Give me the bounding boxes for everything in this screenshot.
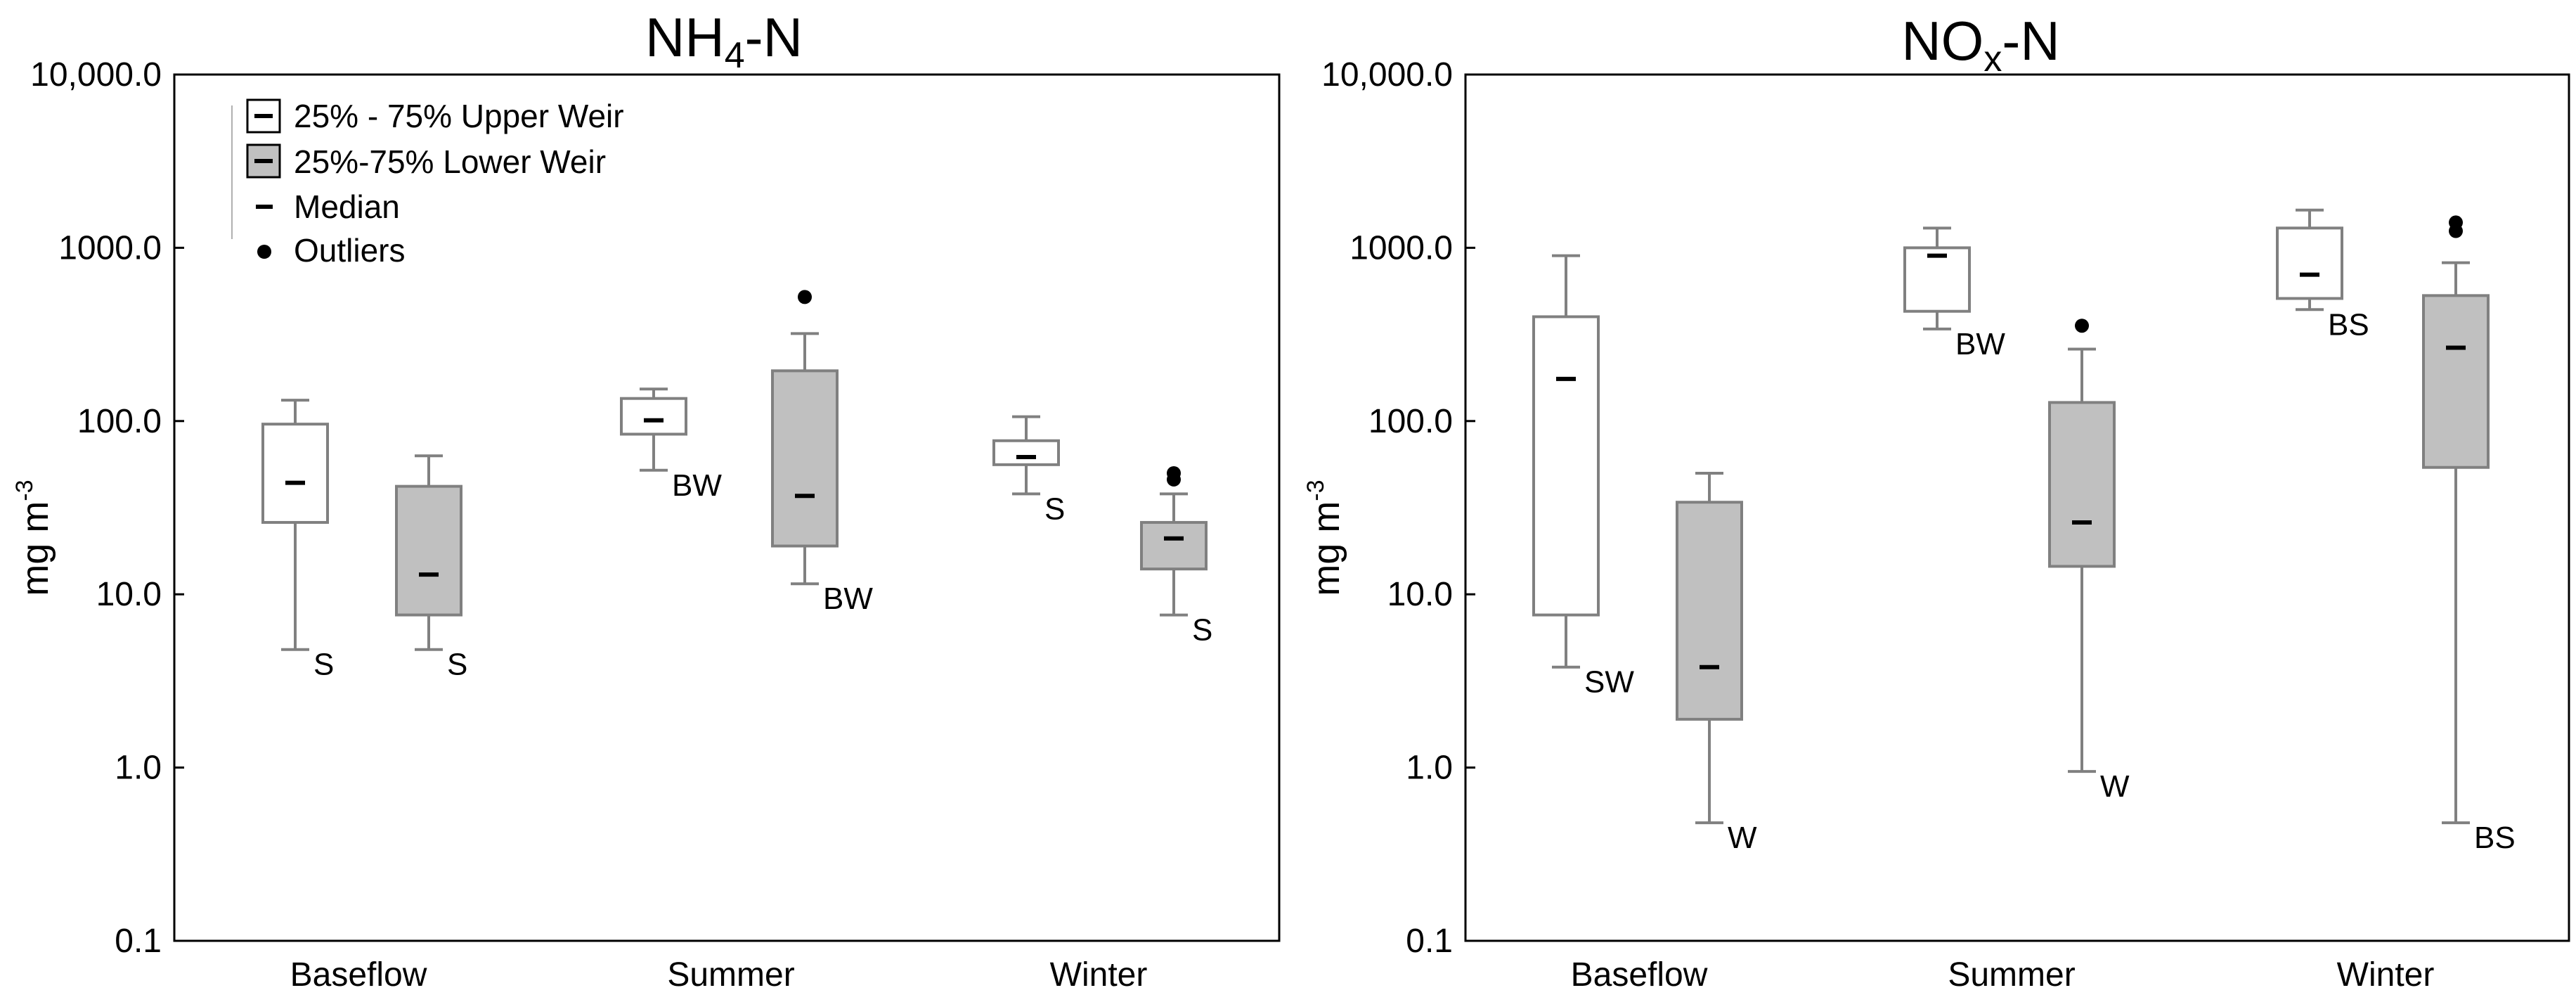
significance-label: W: [2100, 769, 2130, 804]
y-tick-label: 1000.0: [58, 229, 162, 266]
x-axis-labels: Baseflow Summer Winter: [1571, 956, 2435, 994]
box-upper-winter: S: [992, 415, 1065, 526]
y-tick-label: 10,000.0: [1321, 56, 1453, 94]
legend-label-median: Median: [294, 188, 400, 225]
y-tick-label: 1.0: [1406, 750, 1453, 787]
x-tick-label: Baseflow: [290, 956, 427, 994]
y-axis-label: mg m-3: [11, 480, 56, 596]
legend: 25% - 75% Upper Weir 25%-75% Lower Weir …: [231, 98, 624, 269]
y-tick-label: 10,000.0: [30, 56, 162, 94]
box-plots: SW BW BS W W BS: [1532, 208, 2516, 855]
x-tick-label: Summer: [1948, 956, 2075, 994]
x-tick-label: Baseflow: [1571, 956, 1708, 994]
chart-panel-nox: NOx-N mg m-3 0.1 1.0 10.0 100.0 1000.0 10,000…: [1302, 10, 2570, 994]
y-axis-ticks: 0.1 1.0 10.0 100.0 1000.0 10,000.0: [1321, 56, 1475, 960]
y-tick-label: 10.0: [1387, 576, 1453, 613]
box-lower-summer: W: [2048, 319, 2130, 804]
box-plots: S BW S S BW S: [261, 290, 1212, 682]
box-iqr: [2048, 401, 2116, 568]
legend-label-outliers: Outliers: [294, 232, 405, 269]
x-tick-label: Winter: [2337, 956, 2435, 994]
y-axis-ticks: 0.1 1.0 10.0 100.0 1000.0 10,000.0: [30, 56, 184, 960]
box-iqr: [1532, 315, 1600, 617]
significance-label: BW: [823, 582, 873, 616]
chart-title: NH4-N: [645, 6, 803, 76]
significance-label: W: [1728, 821, 1757, 855]
y-tick-label: 100.0: [1368, 403, 1453, 440]
legend-label-upper: 25% - 75% Upper Weir: [294, 98, 624, 134]
box-lower-baseflow: S: [395, 454, 467, 682]
box-iqr: [1140, 520, 1208, 571]
box-iqr: [1903, 246, 1971, 313]
chart-title: NOx-N: [1901, 10, 2059, 79]
y-tick-label: 10.0: [96, 576, 162, 613]
box-lower-winter: S: [1140, 465, 1212, 648]
box-iqr: [395, 484, 462, 617]
y-tick-label: 0.1: [115, 923, 162, 960]
outlier-point: [2449, 215, 2463, 230]
y-tick-label: 1.0: [115, 750, 162, 787]
box-lower-winter: BS: [2422, 215, 2516, 855]
y-tick-label: 0.1: [1406, 923, 1453, 960]
significance-label: SW: [1584, 665, 1634, 700]
box-iqr: [2276, 226, 2343, 300]
significance-label: BS: [2474, 821, 2516, 855]
legend-label-lower: 25%-75% Lower Weir: [294, 143, 606, 180]
x-tick-label: Winter: [1050, 956, 1148, 994]
box-lower-summer: BW: [771, 290, 873, 616]
y-tick-label: 1000.0: [1350, 229, 1453, 266]
box-upper-winter: BS: [2276, 208, 2369, 342]
box-iqr: [620, 397, 687, 436]
significance-label: S: [313, 648, 334, 682]
significance-label: BS: [2328, 307, 2369, 342]
box-upper-summer: BW: [620, 387, 722, 503]
outlier-point: [1167, 465, 1181, 480]
plot-frame: [1464, 73, 2570, 942]
outlier-point: [798, 290, 812, 304]
box-iqr: [1676, 501, 1743, 721]
significance-label: S: [1044, 492, 1065, 526]
significance-label: BW: [1955, 327, 2005, 361]
significance-label: S: [1192, 613, 1212, 648]
x-tick-label: Summer: [667, 956, 794, 994]
x-axis-labels: Baseflow Summer Winter: [290, 956, 1148, 994]
plot-frame: [173, 73, 1281, 942]
outlier-point: [2075, 319, 2089, 333]
box-iqr: [261, 423, 329, 524]
box-upper-baseflow: S: [261, 399, 334, 682]
y-tick-label: 100.0: [77, 403, 162, 440]
legend-outlier-marker: [257, 245, 271, 259]
chart-panel-nh4: NH4-N mg m-3 0.1 1.0 10.0 100.0 1000.0 10,000…: [11, 6, 1281, 994]
box-upper-baseflow: SW: [1532, 254, 1634, 700]
y-axis-label: mg m-3: [1302, 480, 1347, 596]
significance-label: BW: [672, 468, 722, 503]
box-lower-baseflow: W: [1676, 471, 1757, 855]
significance-label: S: [447, 648, 467, 682]
box-iqr: [992, 439, 1060, 466]
box-iqr: [771, 369, 839, 548]
box-iqr: [2422, 294, 2490, 469]
box-upper-summer: BW: [1903, 226, 2005, 361]
